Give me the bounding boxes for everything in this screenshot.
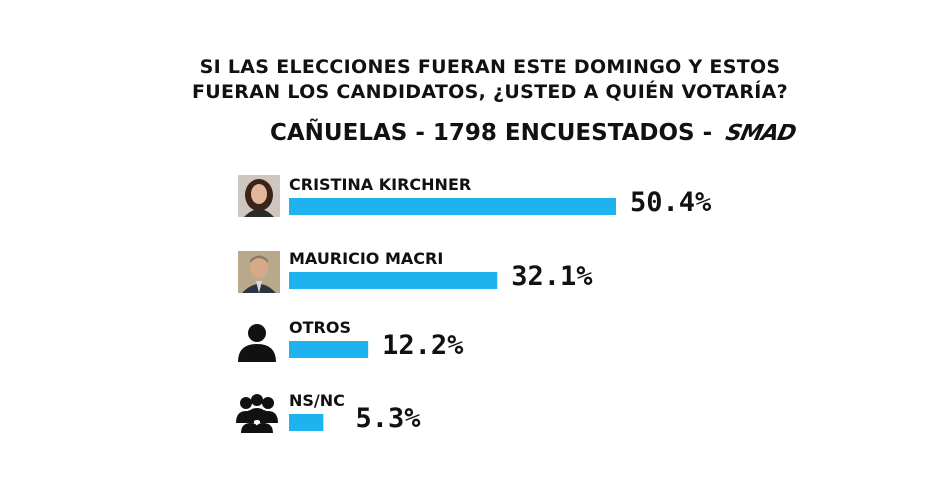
question-line-2: FUERAN LOS CANDIDATOS, ¿USTED A QUIÉN VO… bbox=[192, 81, 788, 103]
subtitle-text: CAÑUELAS - 1798 ENCUESTADOS - bbox=[270, 120, 713, 146]
person-icon bbox=[236, 322, 278, 366]
category-label: NS/NC bbox=[289, 391, 345, 410]
category-label: MAURICIO MACRI bbox=[289, 249, 443, 268]
question-line-1: SI LAS ELECCIONES FUERAN ESTE DOMINGO Y … bbox=[199, 56, 781, 78]
cristina-photo-icon bbox=[238, 175, 280, 217]
value-label: 50.4% bbox=[630, 187, 712, 218]
chart-subtitle: CAÑUELAS - 1798 ENCUESTADOS - SMAD bbox=[270, 120, 798, 146]
category-label: OTROS bbox=[289, 318, 351, 337]
value-label: 12.2% bbox=[382, 330, 464, 361]
value-label: 32.1% bbox=[511, 261, 593, 292]
bar bbox=[289, 272, 498, 289]
bar bbox=[289, 414, 324, 431]
survey-question: SI LAS ELECCIONES FUERAN ESTE DOMINGO Y … bbox=[180, 55, 800, 105]
macri-photo-icon bbox=[238, 251, 280, 293]
bar bbox=[289, 198, 616, 215]
category-label: CRISTINA KIRCHNER bbox=[289, 175, 471, 194]
group-icon bbox=[234, 393, 280, 437]
bar bbox=[289, 341, 369, 358]
value-label: 5.3% bbox=[356, 403, 422, 434]
